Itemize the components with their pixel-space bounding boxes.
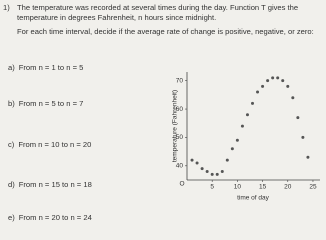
y-tick-label: 60 <box>176 106 184 113</box>
data-point <box>271 76 275 80</box>
item-label: c) <box>8 140 15 149</box>
data-point <box>235 138 239 142</box>
item-text: From n = 10 to n = 20 <box>18 140 92 149</box>
data-point <box>215 172 219 176</box>
item-text: From n = 1 to n = 5 <box>18 63 84 72</box>
item-label: d) <box>8 180 15 189</box>
item: d) From n = 15 to n = 18 <box>8 180 92 189</box>
data-point <box>251 101 254 105</box>
item: c) From n = 10 to n = 20 <box>8 140 91 149</box>
data-point <box>190 158 194 162</box>
data-point <box>245 113 249 117</box>
data-point <box>200 167 204 171</box>
x-axis-label: time of day <box>237 195 270 202</box>
y-tick-label: 70 <box>176 77 184 84</box>
data-point <box>306 155 310 159</box>
question-intro: The temperature was recorded at several … <box>17 3 299 22</box>
x-tick-label: 20 <box>284 184 292 191</box>
data-point <box>230 147 234 151</box>
data-point <box>281 79 285 83</box>
item-text: From n = 15 to n = 18 <box>18 180 92 189</box>
x-tick-label: 25 <box>309 184 317 191</box>
item: a) From n = 1 to n = 5 <box>8 63 83 72</box>
data-point <box>220 169 224 173</box>
x-tick-label: 15 <box>259 184 267 191</box>
data-point <box>261 84 265 88</box>
data-point <box>286 84 290 88</box>
origin-label: O <box>179 181 184 188</box>
data-point <box>225 158 229 162</box>
data-point <box>195 161 199 165</box>
x-tick-label: 5 <box>210 184 214 191</box>
data-point <box>240 124 244 128</box>
item-text: From n = 20 to n = 24 <box>18 213 92 222</box>
item-label: b) <box>8 99 15 108</box>
y-tick-label: 40 <box>176 163 184 170</box>
data-point <box>296 116 300 120</box>
data-point <box>291 96 295 100</box>
data-point <box>256 90 260 94</box>
data-point <box>266 79 270 83</box>
item-text: From n = 5 to n = 7 <box>18 99 84 108</box>
x-tick-label: 10 <box>234 184 242 191</box>
item-label: a) <box>8 63 15 72</box>
item: b) From n = 5 to n = 7 <box>8 99 83 108</box>
data-point <box>205 169 209 173</box>
item: e) From n = 20 to n = 24 <box>8 213 92 222</box>
data-point <box>301 135 305 139</box>
y-tick-label: 50 <box>176 134 184 141</box>
question-number: 1) <box>3 3 10 12</box>
data-point <box>210 172 214 176</box>
worksheet: 1) The temperature was recorded at sever… <box>3 3 320 222</box>
data-point <box>276 76 280 80</box>
chart: O time of day temperature (Fahrenheit) 4… <box>172 72 320 202</box>
y-axis-label: temperature (Fahrenheit) <box>172 90 179 162</box>
item-label: e) <box>8 213 15 222</box>
question-prompt: For each time interval, decide if the av… <box>17 27 314 36</box>
